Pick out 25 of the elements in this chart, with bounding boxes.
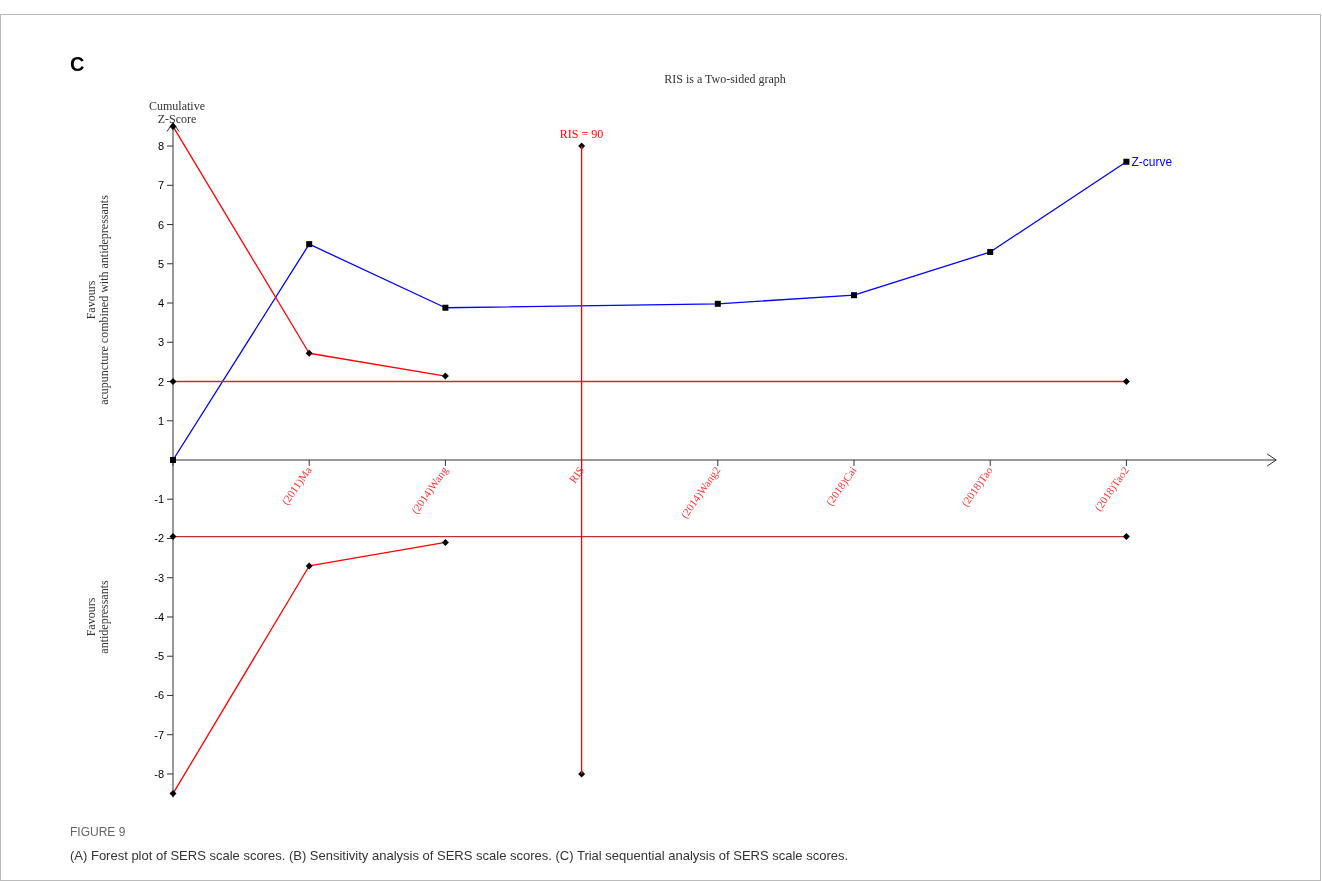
y-tick-label: -5	[154, 650, 164, 663]
y-tick-label: 7	[157, 179, 164, 192]
text: C	[70, 53, 85, 75]
text: Favours acupuncture combined with antidepressants	[84, 194, 111, 405]
y-tick-label: 8	[157, 140, 164, 153]
y-tick-label: 2	[157, 375, 164, 388]
y-axis-title: Cumulative Z-Score	[149, 99, 205, 126]
text: Favours antidepressants	[84, 580, 111, 654]
y-tick-label: -7	[154, 728, 164, 741]
y-tick-label: -8	[154, 767, 164, 780]
y-tick-label: 1	[157, 414, 164, 427]
y-tick-label: -4	[154, 610, 164, 623]
chart-title: RIS is a Two-sided graph	[664, 72, 786, 86]
y-tick-label: -3	[154, 571, 164, 584]
text: (A) Forest plot of SERS scale scores. (B) Sensitivity analysis of SERS scale scores. (C) Trial sequential analysis of SERS scale scores.	[70, 848, 849, 863]
y-tick-label: -1	[154, 493, 164, 506]
ref-line-label: RIS = 90	[559, 127, 604, 142]
y-tick-label: 6	[157, 218, 164, 231]
y-tick-label: -2	[154, 532, 164, 545]
y-tick-label: 3	[157, 336, 164, 349]
y-tick-label: -6	[154, 689, 164, 702]
series-label: Z-curve	[1131, 154, 1173, 169]
y-tick-label: 5	[157, 257, 164, 270]
caption: FIGURE 9	[70, 825, 126, 839]
y-tick-label: 4	[157, 297, 164, 310]
